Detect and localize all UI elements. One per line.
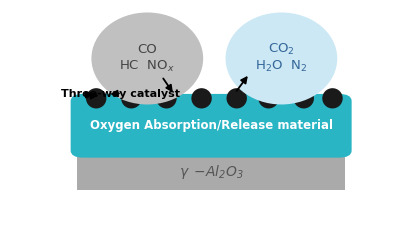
Ellipse shape [322, 89, 343, 109]
Text: Oxygen Absorption/Release material: Oxygen Absorption/Release material [90, 119, 332, 132]
Text: CO$_2$: CO$_2$ [268, 42, 295, 57]
Ellipse shape [225, 14, 337, 105]
Ellipse shape [191, 89, 212, 109]
Text: CO: CO [138, 43, 157, 56]
FancyBboxPatch shape [77, 151, 345, 190]
Ellipse shape [86, 89, 106, 109]
Ellipse shape [91, 14, 203, 105]
Ellipse shape [156, 89, 177, 109]
Text: HC  NO$_x$: HC NO$_x$ [119, 59, 175, 74]
Text: H$_2$O  N$_2$: H$_2$O N$_2$ [255, 59, 307, 74]
Text: $\gamma\/$ $\mathregular{-Al_2O_3}$: $\gamma\/$ $\mathregular{-Al_2O_3}$ [178, 162, 244, 180]
Text: Three-way catalyst: Three-way catalyst [61, 89, 180, 98]
Ellipse shape [258, 89, 279, 109]
Ellipse shape [293, 89, 314, 109]
Ellipse shape [121, 89, 142, 109]
FancyBboxPatch shape [71, 95, 352, 158]
Ellipse shape [227, 89, 247, 109]
